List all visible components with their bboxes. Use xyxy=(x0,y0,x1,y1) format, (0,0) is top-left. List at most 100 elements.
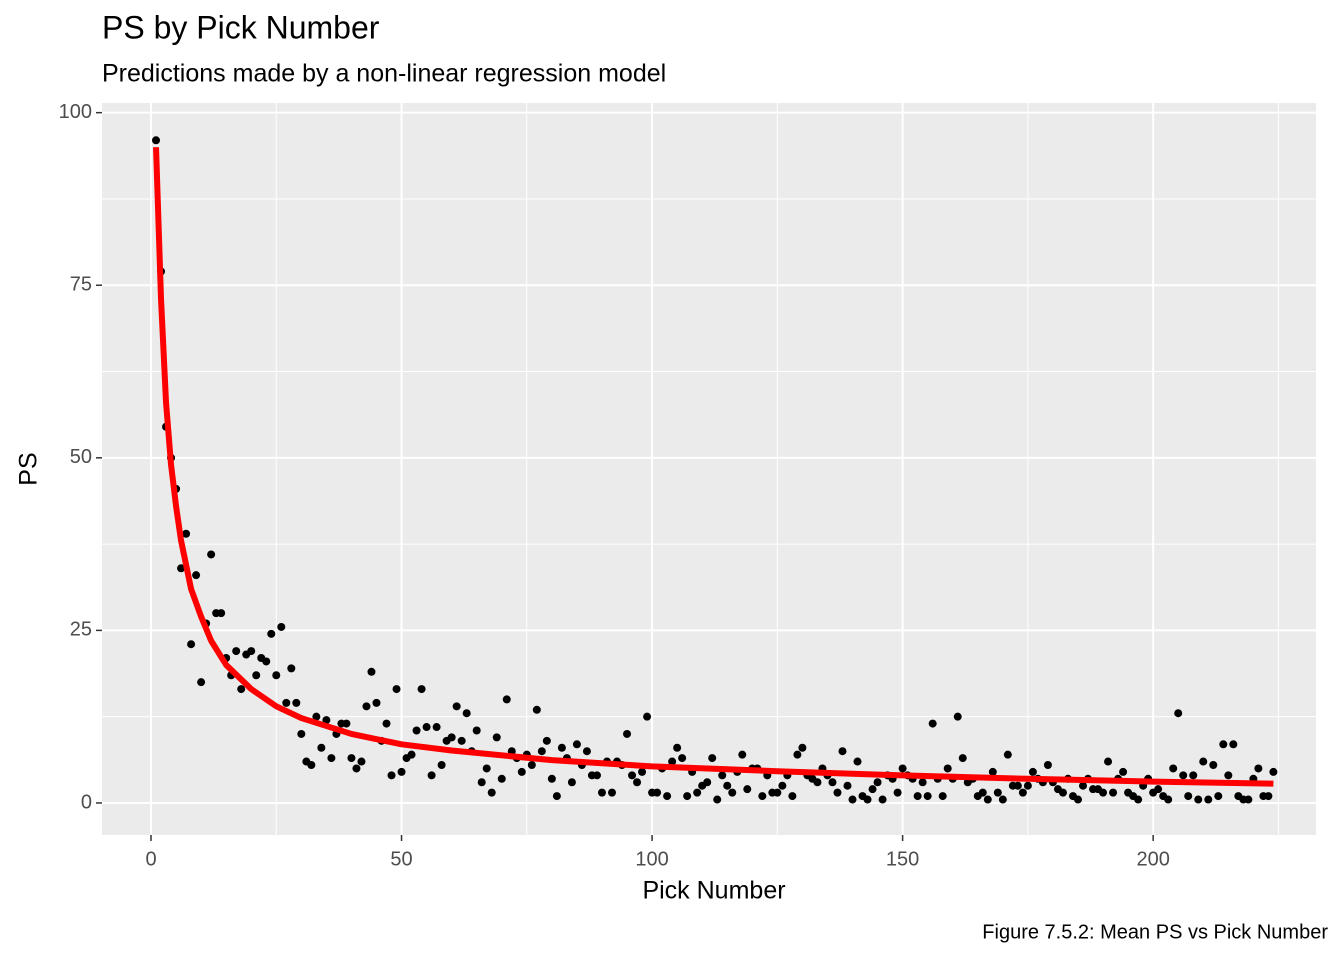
point xyxy=(532,705,541,714)
point xyxy=(387,771,396,780)
point xyxy=(187,640,196,649)
point xyxy=(272,671,281,680)
point xyxy=(1224,771,1233,780)
chart-subtitle: Predictions made by a non-linear regress… xyxy=(102,60,666,88)
point xyxy=(557,743,566,752)
point xyxy=(833,788,842,797)
point xyxy=(322,716,331,725)
point xyxy=(1179,771,1188,780)
point xyxy=(277,622,286,631)
point xyxy=(1154,785,1163,794)
y-tick-label: 25 xyxy=(70,619,92,641)
point xyxy=(1219,740,1228,749)
point xyxy=(582,747,591,756)
x-tick-label: 0 xyxy=(145,848,156,870)
y-tick-label: 75 xyxy=(70,274,92,296)
point xyxy=(863,795,872,804)
point xyxy=(457,736,466,745)
point xyxy=(342,719,351,728)
point xyxy=(292,698,301,707)
point xyxy=(1194,795,1203,804)
point xyxy=(1229,740,1238,749)
point xyxy=(693,788,702,797)
point xyxy=(983,795,992,804)
point xyxy=(938,792,947,801)
point xyxy=(1214,792,1223,801)
point xyxy=(422,723,431,732)
point xyxy=(437,761,446,770)
point xyxy=(1254,764,1263,773)
point xyxy=(943,764,952,773)
point xyxy=(708,754,717,763)
point xyxy=(197,678,206,687)
point xyxy=(427,771,436,780)
point xyxy=(723,781,732,790)
point xyxy=(282,698,291,707)
point xyxy=(993,788,1002,797)
point xyxy=(237,685,246,694)
point xyxy=(192,571,201,580)
point xyxy=(1174,709,1183,718)
chart-title: PS by Pick Number xyxy=(102,9,380,45)
point xyxy=(182,529,191,538)
point xyxy=(287,664,296,673)
point xyxy=(472,726,481,735)
point xyxy=(998,795,1007,804)
point xyxy=(327,754,336,763)
point xyxy=(362,702,371,711)
y-tick-label: 0 xyxy=(81,791,92,813)
point xyxy=(1264,792,1273,801)
point xyxy=(673,743,682,752)
point xyxy=(663,792,672,801)
point xyxy=(297,729,306,738)
point xyxy=(1028,767,1037,776)
y-tick-label: 50 xyxy=(70,446,92,468)
point xyxy=(592,771,601,780)
point xyxy=(713,795,722,804)
point xyxy=(352,764,361,773)
point xyxy=(1073,795,1082,804)
fit-line xyxy=(153,147,1274,787)
point xyxy=(372,698,381,707)
point xyxy=(357,757,366,766)
x-tick-label: 150 xyxy=(886,848,919,870)
point xyxy=(1184,792,1193,801)
point xyxy=(262,657,271,666)
point xyxy=(1023,781,1032,790)
point xyxy=(633,778,642,787)
panel xyxy=(102,103,1316,835)
point xyxy=(412,726,421,735)
point xyxy=(798,743,807,752)
point xyxy=(873,778,882,787)
point xyxy=(893,788,902,797)
point xyxy=(497,774,506,783)
point xyxy=(1189,771,1198,780)
point xyxy=(978,788,987,797)
point xyxy=(152,136,161,145)
point xyxy=(718,771,727,780)
x-axis-title: Pick Number xyxy=(642,877,785,905)
point xyxy=(482,764,491,773)
point xyxy=(1104,757,1113,766)
point xyxy=(1244,795,1253,804)
point xyxy=(958,754,967,763)
point xyxy=(738,750,747,759)
point xyxy=(683,792,692,801)
point xyxy=(502,695,511,704)
x-tick-label: 50 xyxy=(390,848,412,870)
point xyxy=(397,767,406,776)
point xyxy=(788,792,797,801)
point xyxy=(628,771,637,780)
point xyxy=(1169,764,1178,773)
point xyxy=(743,785,752,794)
point xyxy=(447,733,456,742)
point xyxy=(1199,757,1208,766)
point xyxy=(1058,788,1067,797)
point xyxy=(347,754,356,763)
point xyxy=(1209,761,1218,770)
point xyxy=(232,647,241,656)
point xyxy=(643,712,652,721)
point xyxy=(417,685,426,694)
point xyxy=(567,778,576,787)
